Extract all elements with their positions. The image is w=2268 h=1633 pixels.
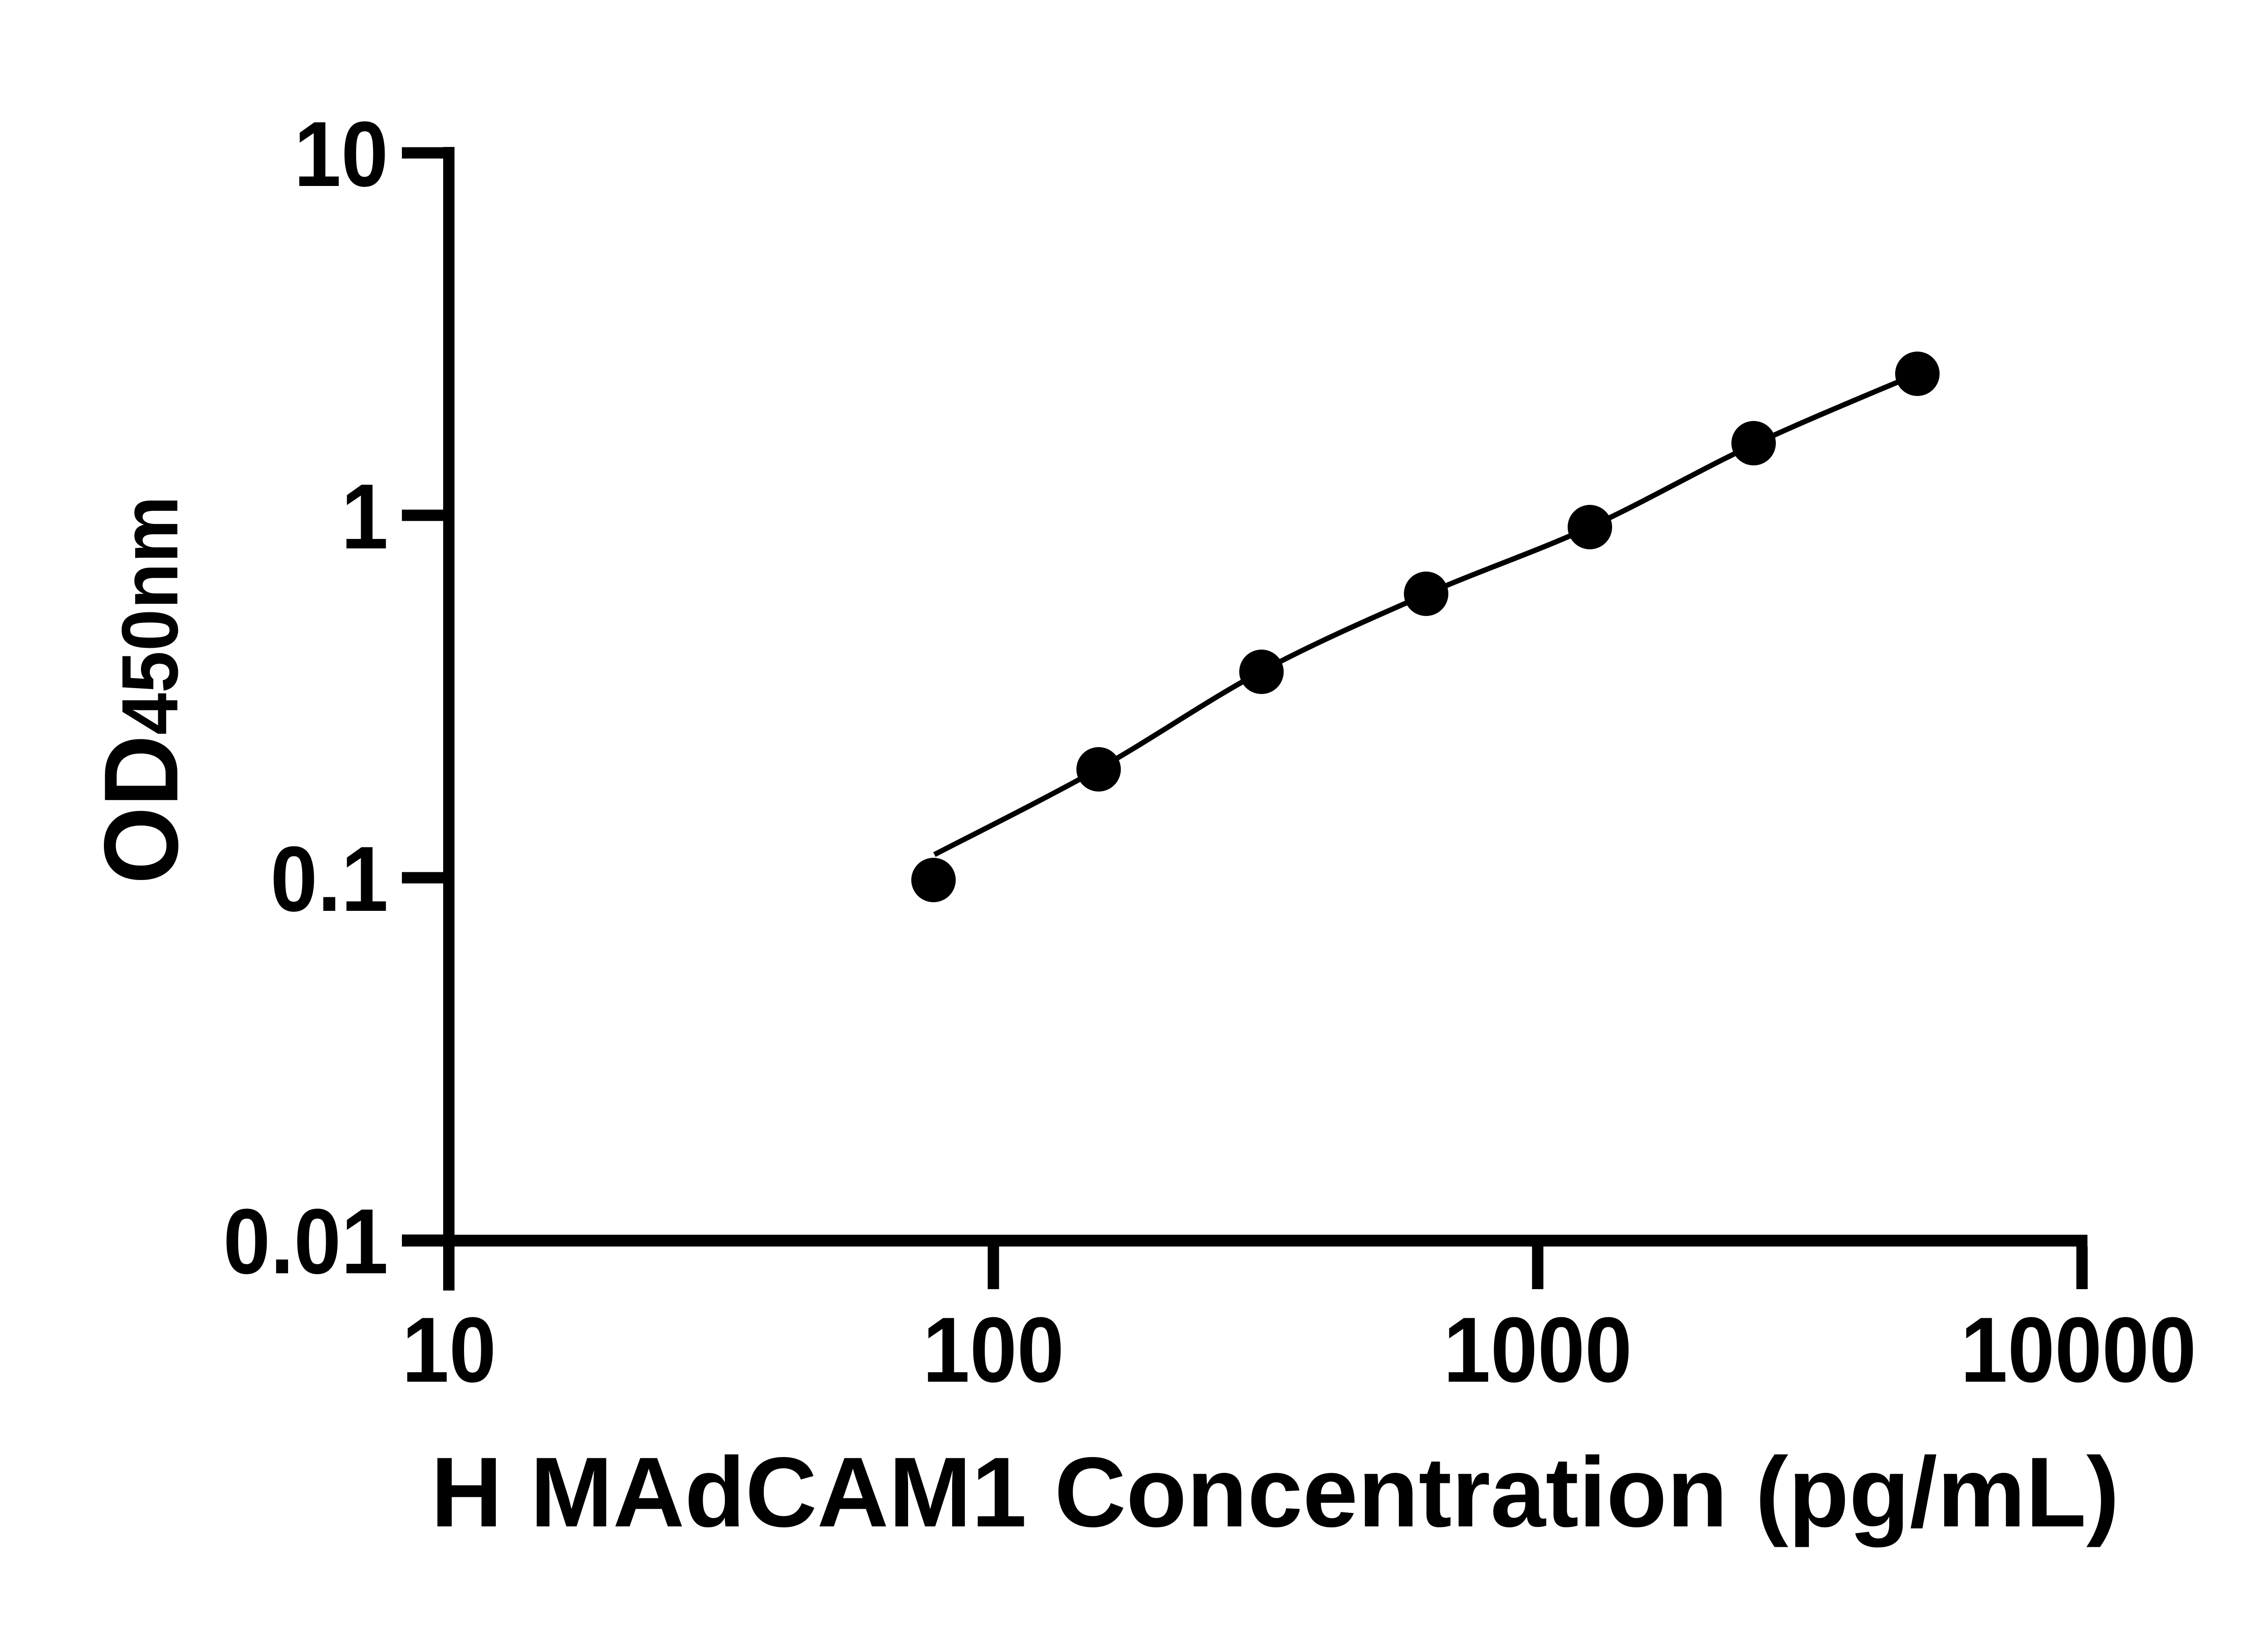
svg-text:1: 1: [341, 465, 388, 568]
svg-text:0.01: 0.01: [223, 1190, 388, 1293]
svg-text:0.1: 0.1: [270, 827, 388, 931]
svg-text:1000: 1000: [1443, 1298, 1632, 1402]
svg-text:OD450nm: OD450nm: [82, 496, 200, 884]
svg-text:100: 100: [923, 1298, 1064, 1402]
svg-text:H MAdCAM1 Concentration (pg/mL: H MAdCAM1 Concentration (pg/mL): [431, 1437, 2120, 1548]
svg-text:10000: 10000: [1960, 1298, 2196, 1402]
svg-text:10: 10: [294, 103, 388, 206]
svg-text:10: 10: [402, 1298, 496, 1402]
